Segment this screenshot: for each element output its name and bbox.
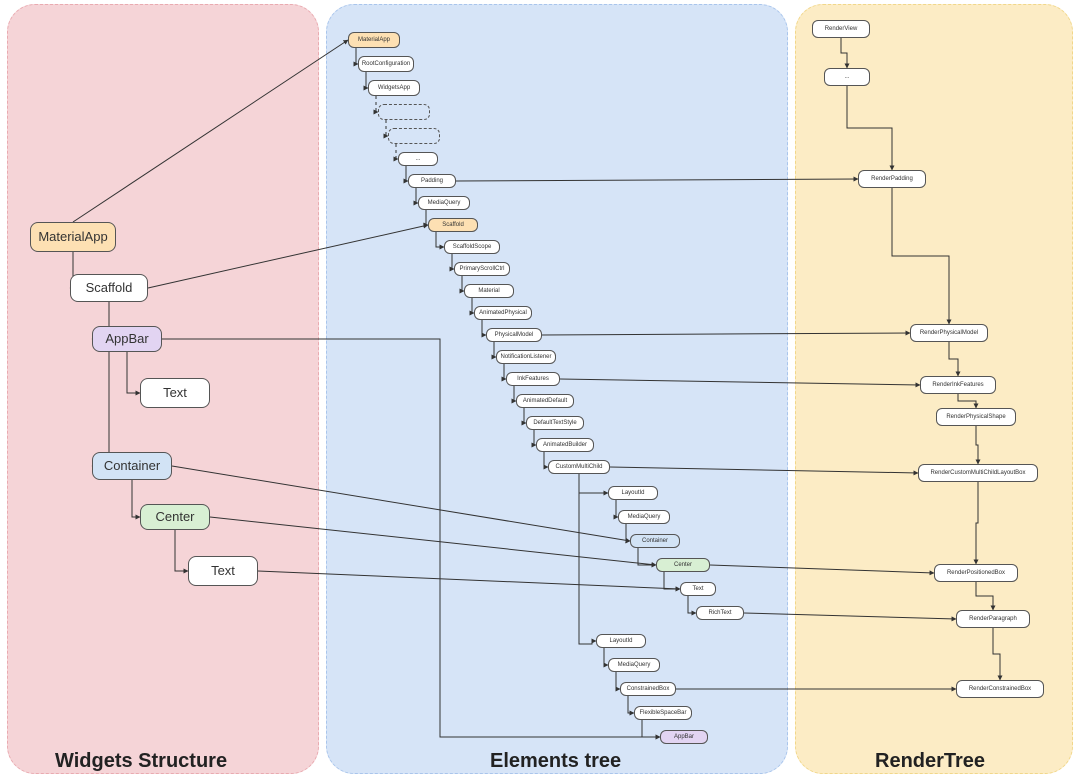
diagram-canvas: { "canvas": { "width": 1080, "height": 7… (0, 0, 1080, 779)
node-e3d (378, 104, 430, 120)
node-r0: RenderView (812, 20, 870, 38)
node-eB1: MediaQuery (608, 658, 660, 672)
node-eB2: ConstrainedBox (620, 682, 676, 696)
node-e8: Scaffold (428, 218, 478, 232)
node-r9: RenderConstrainedBox (956, 680, 1044, 698)
node-e5: ... (398, 152, 438, 166)
node-e10: PrimaryScrollCtrl (454, 262, 510, 276)
node-e11: Material (464, 284, 514, 298)
node-e16: AnimatedDefault (516, 394, 574, 408)
node-r2: RenderPadding (858, 170, 926, 188)
node-e4d (388, 128, 440, 144)
node-r8: RenderParagraph (956, 610, 1030, 628)
node-e14: NotificationListener (496, 350, 556, 364)
node-eB4: AppBar (660, 730, 708, 744)
node-e22: Container (630, 534, 680, 548)
node-e17: DefaultTextStyle (526, 416, 584, 430)
panel-title-widgets: Widgets Structure (55, 750, 227, 773)
node-e6: Padding (408, 174, 456, 188)
node-r1: ... (824, 68, 870, 86)
node-e20: LayoutId (608, 486, 658, 500)
node-e23: Center (656, 558, 710, 572)
node-w_text1: Text (140, 378, 210, 408)
node-e18: AnimatedBuilder (536, 438, 594, 452)
node-r3: RenderPhysicalModel (910, 324, 988, 342)
node-w_text2: Text (188, 556, 258, 586)
node-w_scaffold: Scaffold (70, 274, 148, 302)
node-e25: RichText (696, 606, 744, 620)
node-e0: MaterialApp (348, 32, 400, 48)
node-eB0: LayoutId (596, 634, 646, 648)
node-e12: AnimatedPhysical (474, 306, 532, 320)
node-eB3: FlexibleSpaceBar (634, 706, 692, 720)
node-e9: ScaffoldScope (444, 240, 500, 254)
node-e21: MediaQuery (618, 510, 670, 524)
node-e15: InkFeatures (506, 372, 560, 386)
node-r5: RenderPhysicalShape (936, 408, 1016, 426)
node-e1: RootConfiguration (358, 56, 414, 72)
node-r6: RenderCustomMultiChildLayoutBox (918, 464, 1038, 482)
node-e24: Text (680, 582, 716, 596)
node-r7: RenderPositionedBox (934, 564, 1018, 582)
node-e13: PhysicalModel (486, 328, 542, 342)
node-w_center: Center (140, 504, 210, 530)
node-w_container: Container (92, 452, 172, 480)
node-w_material: MaterialApp (30, 222, 116, 252)
node-e2: WidgetsApp (368, 80, 420, 96)
panel-title-render: RenderTree (875, 750, 985, 773)
node-e7: MediaQuery (418, 196, 470, 210)
node-w_appbar: AppBar (92, 326, 162, 352)
node-r4: RenderInkFeatures (920, 376, 996, 394)
panel-title-elements: Elements tree (490, 750, 621, 773)
node-e19: CustomMultiChild (548, 460, 610, 474)
